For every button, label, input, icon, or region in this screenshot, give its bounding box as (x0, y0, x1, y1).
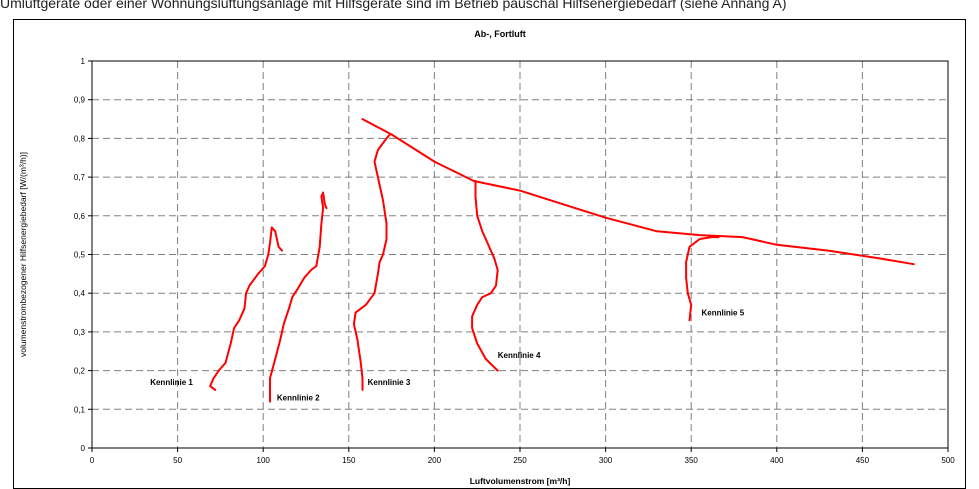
page-caption: Umluftgeräte oder einer Wohnungslüftungs… (0, 0, 787, 11)
x-tick-label: 500 (941, 456, 955, 465)
y-axis-title: volumenstrombezogener Hilfsenergiebedarf… (18, 152, 28, 357)
series-label: Kennlinie 5 (701, 309, 744, 318)
label-layer: Kennlinie 1 Kennlinie 2 Kennlinie 3 Kennlin… (150, 309, 744, 403)
series-line (352, 133, 391, 391)
x-tick-label: 450 (856, 456, 870, 465)
y-tick-label: 0 (81, 444, 86, 453)
chart-title: Ab-, Fortluft (474, 29, 525, 39)
series-line (685, 236, 720, 322)
y-tick-label: 0,6 (74, 212, 86, 221)
x-tick-label: 350 (685, 456, 699, 465)
x-tick-label: 0 (90, 456, 95, 465)
series-label: Kennlinie 4 (498, 351, 541, 360)
series-label: Kennlinie 3 (368, 378, 411, 387)
y-tick-label: 0,2 (74, 367, 86, 376)
grid-layer (92, 61, 948, 448)
y-tick-label: 0,7 (74, 173, 86, 182)
series-line (209, 226, 283, 391)
y-tick-label: 0,5 (74, 251, 86, 260)
series-label: Kennlinie 2 (277, 394, 320, 403)
y-tick-label: 0,8 (74, 134, 86, 143)
x-tick-label: 400 (770, 456, 784, 465)
y-tick-label: 0,4 (74, 289, 86, 298)
y-tick-label: 0,3 (74, 328, 86, 337)
y-tick-label: 0,1 (74, 405, 86, 414)
x-tick-label: 150 (342, 456, 356, 465)
x-tick-label: 300 (599, 456, 613, 465)
x-tick-label: 200 (428, 456, 442, 465)
x-tick-label: 100 (257, 456, 271, 465)
series-layer (209, 118, 915, 403)
series-label: Kennlinie 1 (150, 378, 193, 387)
x-axis-title: Luftvolumenstrom [m³/h] (470, 476, 571, 486)
x-tick-label: 250 (513, 456, 527, 465)
y-tick-label: 1 (81, 57, 86, 66)
chart-frame: 0 50 100 150 200 250 300 350 400 450 500 0 0,1 0,2 0,3… (13, 19, 966, 489)
chart-svg: 0 50 100 150 200 250 300 350 400 450 500 0 0,1 0,2 0,3… (18, 29, 955, 486)
tick-layer: 0 50 100 150 200 250 300 350 400 450 500 0 0,1 0,2 0,3… (74, 57, 955, 465)
series-line (471, 180, 499, 372)
y-tick-label: 0,9 (74, 96, 86, 105)
x-tick-label: 50 (173, 456, 182, 465)
series-line (269, 191, 328, 403)
series-line (361, 118, 915, 266)
